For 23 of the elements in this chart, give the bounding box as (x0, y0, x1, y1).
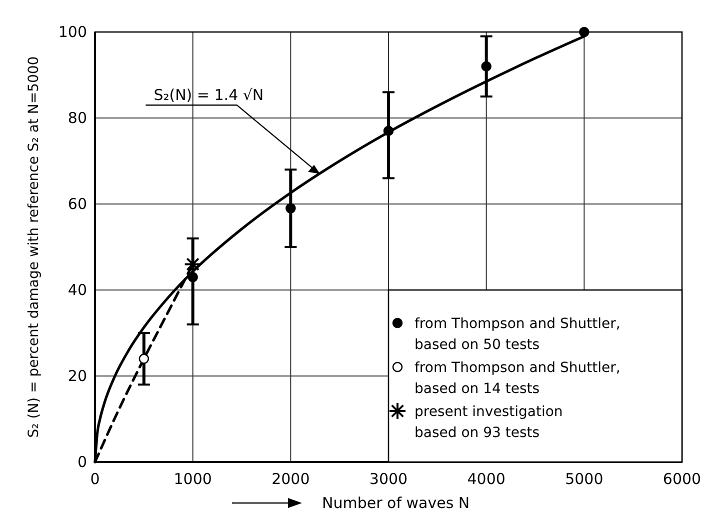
x-tick-label: 1000 (174, 470, 212, 488)
y-axis-title: S₂ (N) = percent damage with reference S₂ at N=5000 (26, 56, 42, 438)
annotation: S₂(N) = 1.4 √N (154, 86, 264, 104)
point (481, 61, 492, 72)
x-tick-label: 6000 (662, 470, 702, 488)
x-tick-label: 5000 (565, 470, 604, 488)
point (579, 26, 590, 38)
legend-label: present investigation based on 93 tests (414, 404, 563, 441)
y-tick-label: 0 (77, 453, 87, 471)
x-axis-title: Number of waves N (322, 494, 470, 512)
y-tick-label: 80 (68, 109, 87, 127)
point (138, 354, 150, 364)
y-tick-label: 20 (68, 367, 87, 385)
y-tick-label: 40 (68, 281, 87, 299)
point (383, 126, 394, 136)
point (286, 203, 296, 214)
point (188, 272, 198, 282)
x-tick-label: 2000 (272, 470, 310, 488)
x-tick-label: 0 (90, 470, 100, 488)
y-tick-label: 100 (58, 23, 87, 41)
x-tick-label: 3000 (369, 470, 408, 488)
y-tick-label: 60 (68, 195, 87, 213)
x-tick-label: 4000 (467, 470, 506, 488)
